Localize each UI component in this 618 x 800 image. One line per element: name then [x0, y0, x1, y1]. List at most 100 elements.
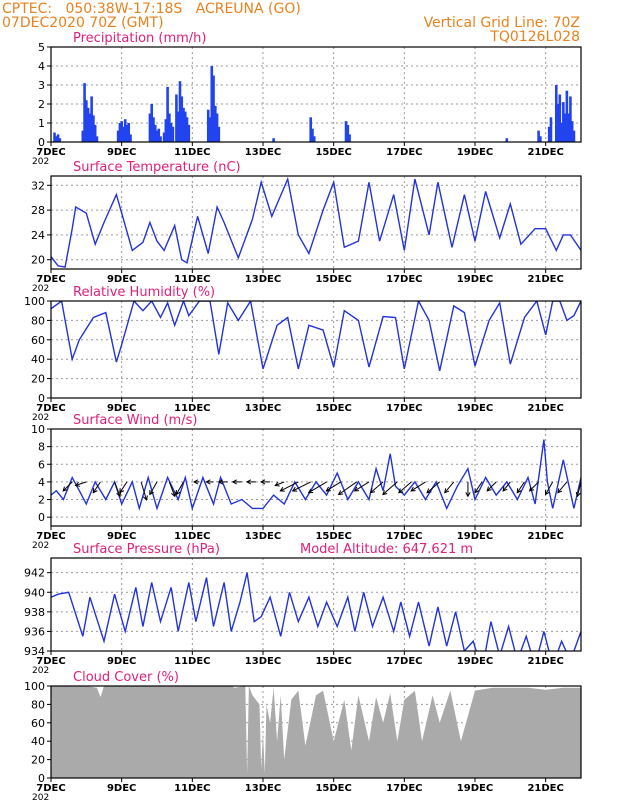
precip-bar: [180, 96, 184, 142]
wind-vector-head: [486, 486, 492, 492]
precip-bar: [157, 128, 161, 142]
wind-vector-head: [171, 491, 176, 498]
precip-bar: [272, 138, 275, 142]
x-tick-label: 11DEC: [174, 783, 210, 794]
x-tick-label: 15DEC: [315, 656, 351, 667]
wind-vector-head: [426, 488, 432, 494]
x-tick-label: 9DEC: [107, 403, 136, 414]
precip-bar: [116, 130, 120, 142]
cloud-cover-panel: 0 20 40 60 80 100 7DEC 9DEC 11DEC 13DEC 15DEC 17DEC…: [24, 670, 582, 800]
y-tick-label: 60: [31, 717, 45, 730]
x-tick-label: 11DEC: [174, 656, 210, 667]
precip-bar: [312, 136, 316, 142]
wind-vector: [545, 481, 554, 495]
precip-bar: [182, 107, 185, 142]
y-tick-label: 936: [24, 625, 45, 638]
x-tick-label: 21DEC: [527, 531, 563, 542]
wind-vector: [370, 481, 384, 494]
wind-vector-head: [116, 491, 122, 498]
wind-vector-head: [260, 479, 266, 485]
wind-vector: [292, 481, 311, 492]
wind-vector-head: [557, 488, 563, 494]
precip-bar: [58, 138, 62, 142]
precip-bar: [155, 130, 159, 142]
wind-vector: [557, 481, 568, 494]
y-tick-label: 940: [24, 586, 45, 599]
y-tick-label: 0: [38, 511, 45, 524]
x-tick-label: 21DEC: [527, 783, 563, 794]
precip-bar: [125, 124, 129, 142]
x-tick-label: 7DEC: [36, 783, 65, 794]
wind-vector-head: [353, 486, 360, 492]
precip-bar: [159, 136, 162, 142]
relative-humidity-frame: [50, 300, 582, 399]
x-tick-label: 13DEC: [245, 656, 281, 667]
precip-bar: [83, 83, 86, 142]
precip-bar: [346, 124, 350, 142]
wind-vector: [529, 481, 539, 492]
precip-bar: [169, 123, 173, 142]
x-tick-label: 21DEC: [527, 274, 563, 285]
precip-bar: [93, 124, 97, 142]
wind-vector: [444, 481, 455, 494]
precip-bar: [547, 126, 551, 142]
precip-bar: [206, 109, 210, 142]
precip-bar: [565, 90, 569, 142]
precip-bar: [118, 123, 122, 142]
x-tick-label: 21DEC: [527, 403, 563, 414]
x-tick-label: 7DEC: [36, 656, 65, 667]
precip-bar: [210, 66, 214, 142]
x-tick-label: 17DEC: [386, 531, 422, 542]
wind-vector-head: [192, 479, 199, 485]
x-tick-label: 9DEC: [107, 531, 136, 542]
x-tick-label: 21DEC: [527, 656, 563, 667]
wind-vector: [354, 481, 370, 492]
wind-vector-head: [205, 479, 211, 485]
precip-bar: [560, 123, 563, 142]
x-tick-label: 19DEC: [457, 403, 493, 414]
x-tick-label: 11DEC: [174, 147, 210, 158]
x-tick-label: 15DEC: [315, 531, 351, 542]
precip-bar: [187, 124, 191, 142]
wind-vector: [516, 481, 525, 493]
precip-bar: [53, 132, 56, 142]
surface-pressure-panel: 934 936 938 940 942 7DEC 9DEC 11DEC 13DEC 15DEC 17…: [24, 542, 582, 676]
x-tick-label: 7DEC: [36, 403, 65, 414]
precip-bar: [95, 136, 99, 142]
header-grid-line-note: Vertical Grid Line: 70Z: [424, 15, 580, 31]
x-tick-label: 19DEC: [457, 147, 493, 158]
wind-vector: [114, 481, 121, 497]
x-tick-label: 11DEC: [174, 531, 210, 542]
surface-temperature-panel: 20 24 28 32 7DEC 9DEC 11DEC 13DEC 15DEC 17DEC 19DE…: [31, 160, 582, 294]
precip-bar: [569, 96, 572, 142]
precip-bar: [208, 117, 212, 142]
wind-vector: [168, 481, 176, 497]
y-tick-label: 20: [31, 754, 45, 767]
x-tick-label: 15DEC: [315, 274, 351, 285]
precip-bar: [572, 130, 576, 142]
surface-pressure-data: [51, 572, 581, 651]
x-tick-label: 11DEC: [174, 274, 210, 285]
precip-bar: [537, 130, 540, 142]
precip-bar: [129, 134, 132, 142]
wind-vector-head: [502, 486, 508, 492]
precip-bar: [563, 113, 567, 142]
y-tick-label: 3: [38, 79, 45, 92]
x-tick-label: 19DEC: [457, 274, 493, 285]
relative-humidity-data: [51, 301, 581, 371]
x-tick-label: 19DEC: [457, 531, 493, 542]
x-tick-label: 15DEC: [315, 147, 351, 158]
y-tick-label: 942: [24, 567, 45, 580]
x-tick-label: 7DEC: [36, 531, 65, 542]
precipitation-title: Precipitation (mm/h): [73, 31, 206, 46]
precip-bar: [217, 126, 221, 142]
precip-bar: [175, 94, 178, 142]
precip-bar: [570, 121, 574, 142]
x-tick-label: 9DEC: [107, 274, 136, 285]
precip-bar: [152, 117, 155, 142]
y-tick-label: 24: [31, 229, 45, 242]
x-tick-label: 7DEC: [36, 274, 65, 285]
precip-bar: [164, 119, 168, 142]
wind-vector: [308, 481, 327, 494]
precip-bar: [562, 102, 565, 142]
